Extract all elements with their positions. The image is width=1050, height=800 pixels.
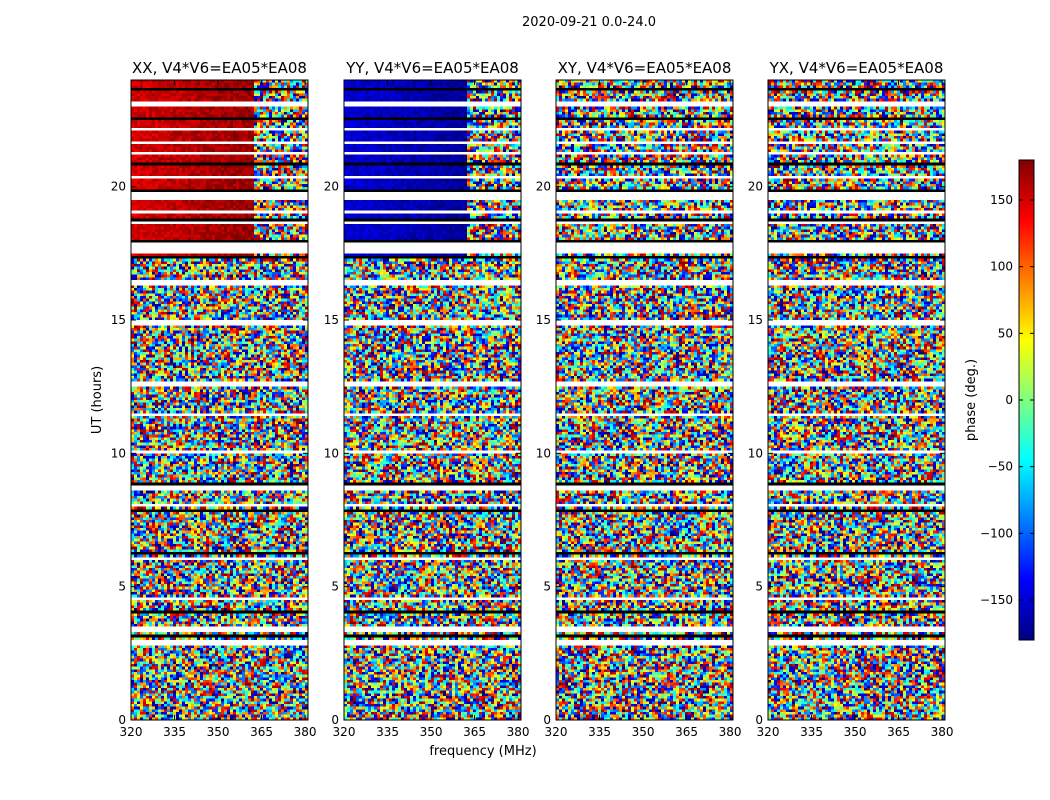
y-tick-label: 0	[543, 713, 551, 727]
y-tick-label: 10	[111, 446, 126, 460]
y-tick-label: 15	[536, 313, 551, 327]
y-tick-label: 20	[748, 180, 763, 194]
panels-group: XX, V4*V6=EA05*EA08 320 335 350 365 380 0 5 10 15…	[111, 59, 954, 739]
figure-title: 2020-09-21 0.0-24.0	[522, 15, 656, 30]
panel-title: YX, V4*V6=EA05*EA08	[769, 59, 944, 77]
x-tick-label: 350	[207, 725, 230, 739]
heatmap-image	[131, 80, 308, 720]
axes-frame	[767, 79, 946, 721]
x-tick-label: 350	[420, 725, 443, 739]
y-tick-label: 20	[324, 180, 339, 194]
colorbar-tick-label: −100	[980, 526, 1013, 540]
y-tick-label: 5	[755, 580, 763, 594]
colorbar-tick-label: 150	[990, 193, 1013, 207]
heatmap-image	[556, 80, 733, 720]
panel: XX, V4*V6=EA05*EA08 320 335 350 365 380 0 5 10 15…	[111, 59, 317, 739]
x-tick-label: 380	[719, 725, 742, 739]
y-axis-label: UT (hours)	[90, 366, 105, 434]
colorbar-tick-label: 50	[998, 326, 1013, 340]
colorbar-tick-label: −150	[980, 593, 1013, 607]
x-tick-label: 335	[588, 725, 611, 739]
x-tick-label: 335	[800, 725, 823, 739]
y-tick-label: 10	[324, 446, 339, 460]
y-tick-label: 10	[536, 446, 551, 460]
x-tick-label: 320	[120, 725, 143, 739]
colorbar-label: phase (deg.)	[964, 359, 979, 441]
x-tick-label: 335	[163, 725, 186, 739]
heatmap-image	[768, 80, 945, 720]
x-tick-label: 365	[250, 725, 273, 739]
y-tick-label: 15	[111, 313, 126, 327]
y-tick-label: 0	[118, 713, 126, 727]
x-axis-label: frequency (MHz)	[429, 744, 536, 759]
x-tick-label: 350	[844, 725, 867, 739]
x-tick-label: 380	[507, 725, 530, 739]
x-tick-label: 365	[463, 725, 486, 739]
y-tick-label: 5	[118, 580, 126, 594]
colorbar-tick-label: −50	[988, 460, 1013, 474]
y-tick-label: 15	[324, 313, 339, 327]
panel-title: YY, V4*V6=EA05*EA08	[345, 59, 519, 77]
x-tick-label: 365	[675, 725, 698, 739]
axes-frame	[343, 79, 522, 721]
y-tick-label: 0	[755, 713, 763, 727]
x-tick-label: 380	[294, 725, 317, 739]
panel: YY, V4*V6=EA05*EA08 320 335 350 365 380 0 5 10 15…	[324, 59, 530, 739]
y-tick-label: 20	[536, 180, 551, 194]
y-tick-label: 5	[543, 580, 551, 594]
x-tick-label: 320	[757, 725, 780, 739]
x-tick-label: 365	[887, 725, 910, 739]
x-tick-label: 335	[376, 725, 399, 739]
panel-title: XX, V4*V6=EA05*EA08	[132, 59, 307, 77]
axes-frame	[555, 79, 734, 721]
y-tick-label: 0	[331, 713, 339, 727]
axes-frame	[130, 79, 309, 721]
x-tick-label: 320	[545, 725, 568, 739]
y-tick-label: 10	[748, 446, 763, 460]
panel-title: XY, V4*V6=EA05*EA08	[558, 59, 732, 77]
x-tick-label: 350	[632, 725, 655, 739]
x-tick-label: 380	[931, 725, 954, 739]
panel: XY, V4*V6=EA05*EA08 320 335 350 365 380 0 5 10 15…	[536, 59, 742, 739]
x-tick-label: 320	[333, 725, 356, 739]
panel: YX, V4*V6=EA05*EA08 320 335 350 365 380 0 5 10 15…	[748, 59, 954, 739]
y-tick-label: 15	[748, 313, 763, 327]
colorbar: −150 −100 −50 0 50 100 150	[980, 159, 1035, 641]
colorbar-tick-label: 100	[990, 260, 1013, 274]
y-tick-label: 20	[111, 180, 126, 194]
y-tick-label: 5	[331, 580, 339, 594]
heatmap-image	[344, 80, 521, 720]
colorbar-tick-label: 0	[1005, 393, 1013, 407]
